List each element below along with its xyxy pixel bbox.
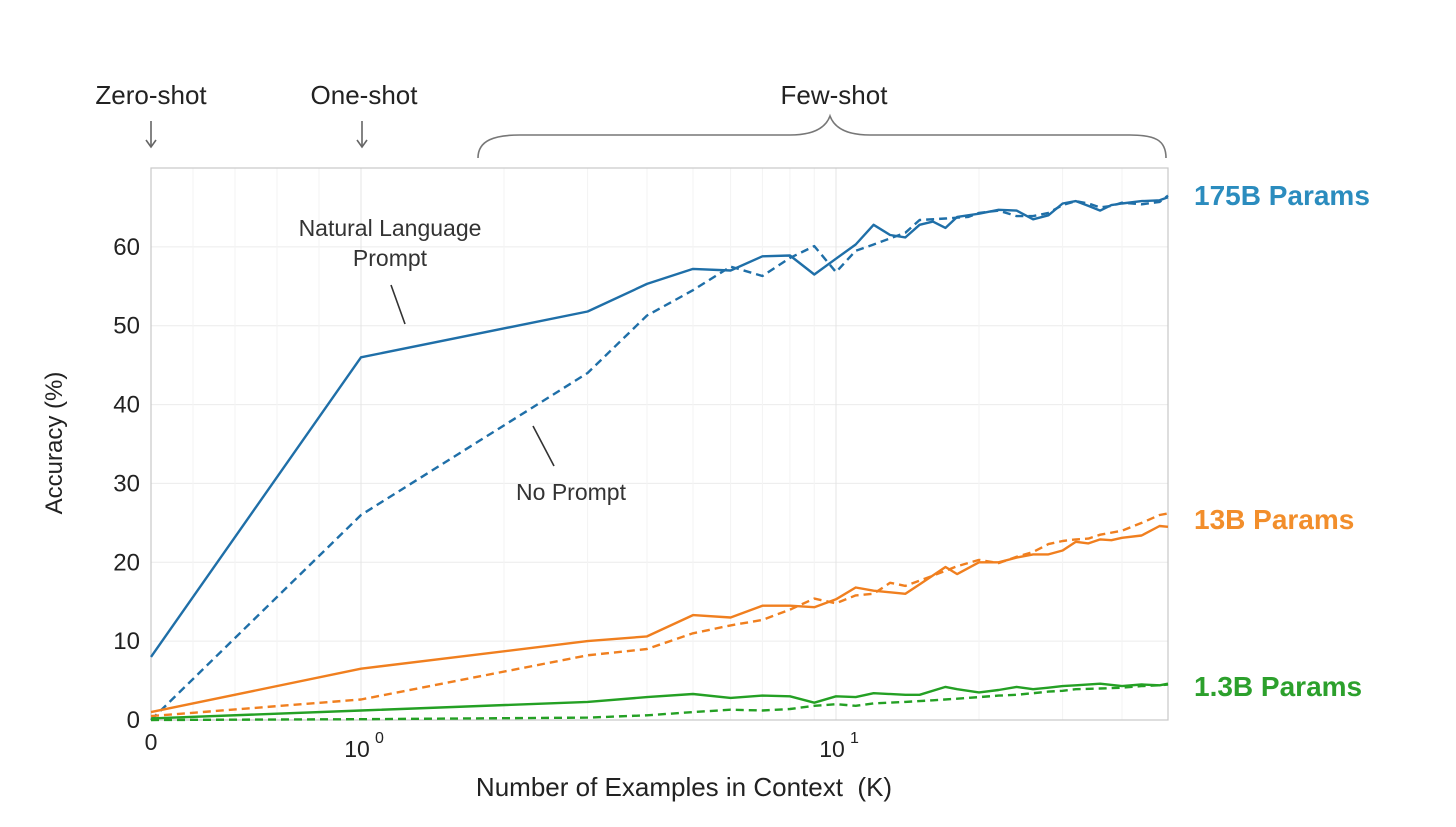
few-shot-brace xyxy=(477,113,1167,159)
model-label-175b: 175B Params xyxy=(1194,180,1370,211)
one-shot-label: One-shot xyxy=(311,80,419,110)
model-label-13b: 13B Params xyxy=(1194,504,1354,535)
x-ticks: 0 10 0 10 1 xyxy=(145,729,859,762)
no-prompt-pointer xyxy=(532,425,555,467)
x-tick-exponent: 1 xyxy=(850,730,859,747)
y-axis-title: Accuracy (%) xyxy=(41,372,68,515)
y-tick-label: 20 xyxy=(113,549,140,576)
x-tick-label: 10 xyxy=(344,736,370,762)
series-175B-solid xyxy=(150,196,1169,658)
one-shot-arrow-icon xyxy=(356,121,368,149)
x-axis-title: Number of Examples in Context (K) xyxy=(476,772,892,802)
series-13B-dashed xyxy=(150,512,1169,718)
nl-prompt-pointer xyxy=(390,284,406,325)
series-1-3B-solid xyxy=(150,682,1169,720)
y-tick-label: 50 xyxy=(113,313,140,340)
zero-shot-arrow-icon xyxy=(145,121,157,149)
y-tick-label: 60 xyxy=(113,234,140,261)
nl-prompt-annotation-line1: Natural Language xyxy=(299,215,482,241)
y-tick-label: 40 xyxy=(113,392,140,419)
model-label-1-3b: 1.3B Params xyxy=(1194,671,1362,702)
series-175B-dashed xyxy=(150,194,1169,721)
series-13B-solid xyxy=(150,524,1169,714)
y-ticks: 0 10 20 30 40 50 60 xyxy=(113,234,140,734)
few-shot-label: Few-shot xyxy=(781,80,889,110)
no-prompt-annotation: No Prompt xyxy=(516,479,627,505)
series-layer xyxy=(150,194,1169,722)
x-tick-label: 0 xyxy=(145,729,158,755)
y-tick-label: 0 xyxy=(127,707,140,734)
nl-prompt-annotation-line2: Prompt xyxy=(353,245,428,271)
zero-shot-label: Zero-shot xyxy=(95,80,207,110)
series-1-3B-dashed xyxy=(150,683,1169,722)
x-tick-label: 10 xyxy=(819,736,845,762)
grid xyxy=(150,168,1169,721)
y-tick-label: 10 xyxy=(113,628,140,655)
plot-frame xyxy=(150,167,1169,721)
y-tick-label: 30 xyxy=(113,470,140,497)
x-tick-exponent: 0 xyxy=(375,730,384,747)
